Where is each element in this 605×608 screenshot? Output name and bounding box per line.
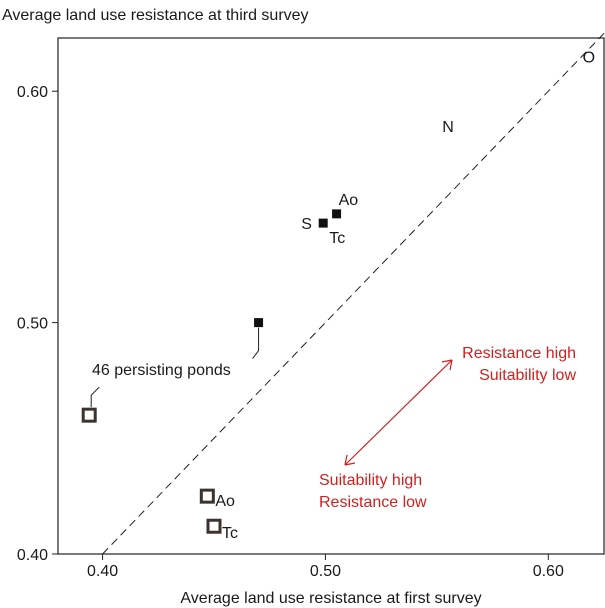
point-label: Tc — [222, 525, 238, 542]
low-label-1: Suitability high — [319, 472, 422, 489]
identity-line — [102, 33, 605, 555]
filled-point — [254, 318, 264, 328]
double-arrow — [344, 359, 453, 466]
high-label-1: Resistance high — [462, 345, 576, 362]
open-point — [81, 407, 97, 423]
arrow-head — [441, 359, 453, 371]
y-tick-label: 0.50 — [17, 316, 48, 333]
low-label-2: Resistance low — [319, 494, 427, 511]
data-marks: Ao S Tc Ao Tc N O — [81, 50, 595, 542]
filled-point — [332, 209, 342, 219]
filled-point — [318, 218, 328, 228]
plot-frame — [57, 37, 605, 555]
y-tick-label: 0.40 — [17, 547, 48, 564]
leader-line — [252, 327, 260, 359]
point-label: S — [301, 216, 312, 233]
point-label: N — [442, 119, 454, 136]
open-point — [206, 518, 222, 534]
annotations: 46 persisting ponds Resistance high Suitab… — [90, 327, 576, 511]
high-label-2: Suitability low — [479, 367, 576, 384]
leader-line — [90, 386, 100, 408]
arrow-head — [344, 454, 356, 466]
axis-ticks: 0.40 0.50 0.60 0.40 0.50 0.60 — [17, 84, 564, 580]
persisting-ponds-label: 46 persisting ponds — [92, 362, 231, 379]
open-point — [199, 488, 215, 504]
x-tick-label: 0.50 — [310, 563, 341, 580]
x-axis-label: Average land use resistance at first sur… — [180, 590, 481, 607]
point-label: O — [583, 50, 595, 67]
point-label: Tc — [329, 230, 345, 247]
point-label: Ao — [215, 493, 235, 510]
x-tick-label: 0.60 — [533, 563, 564, 580]
point-label: Ao — [339, 192, 359, 209]
chart-title: Average land use resistance at third sur… — [2, 7, 309, 24]
y-tick-label: 0.60 — [17, 84, 48, 101]
x-tick-label: 0.40 — [87, 563, 118, 580]
